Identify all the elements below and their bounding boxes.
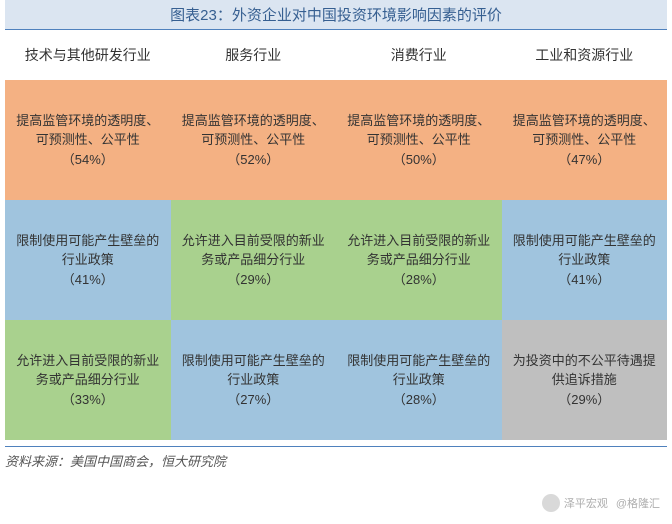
table-cell: 允许进入目前受限的新业务或产品细分行业（33%） bbox=[5, 320, 171, 440]
table-cell: 允许进入目前受限的新业务或产品细分行业（29%） bbox=[171, 200, 337, 320]
evaluation-table: 技术与其他研发行业 服务行业 消费行业 工业和资源行业 提高监管环境的透明度、可… bbox=[5, 30, 667, 440]
watermark: 泽平宏观 @格隆汇 bbox=[542, 494, 660, 512]
column-header: 服务行业 bbox=[171, 30, 337, 80]
table-header-row: 技术与其他研发行业 服务行业 消费行业 工业和资源行业 bbox=[5, 30, 667, 80]
column-header: 工业和资源行业 bbox=[502, 30, 668, 80]
watermark-text: @格隆汇 bbox=[616, 495, 660, 511]
table-cell: 提高监管环境的透明度、可预测性、公平性（47%） bbox=[502, 80, 668, 200]
table-cell: 限制使用可能产生壁垒的行业政策（41%） bbox=[5, 200, 171, 320]
table-cell: 限制使用可能产生壁垒的行业政策（41%） bbox=[502, 200, 668, 320]
table-row: 允许进入目前受限的新业务或产品细分行业（33%） 限制使用可能产生壁垒的行业政策… bbox=[5, 320, 667, 440]
table-cell: 为投资中的不公平待遇提供追诉措施（29%） bbox=[502, 320, 668, 440]
table-cell: 提高监管环境的透明度、可预测性、公平性（50%） bbox=[336, 80, 502, 200]
column-header: 消费行业 bbox=[336, 30, 502, 80]
table-cell: 限制使用可能产生壁垒的行业政策（28%） bbox=[336, 320, 502, 440]
table-cell: 允许进入目前受限的新业务或产品细分行业（28%） bbox=[336, 200, 502, 320]
chart-title: 图表23：外资企业对中国投资环境影响因素的评价 bbox=[5, 0, 667, 30]
column-header: 技术与其他研发行业 bbox=[5, 30, 171, 80]
table-row: 限制使用可能产生壁垒的行业政策（41%） 允许进入目前受限的新业务或产品细分行业… bbox=[5, 200, 667, 320]
wechat-icon bbox=[542, 494, 560, 512]
watermark-text: 泽平宏观 bbox=[564, 495, 608, 511]
table-cell: 提高监管环境的透明度、可预测性、公平性（52%） bbox=[171, 80, 337, 200]
table-cell: 限制使用可能产生壁垒的行业政策（27%） bbox=[171, 320, 337, 440]
table-cell: 提高监管环境的透明度、可预测性、公平性（54%） bbox=[5, 80, 171, 200]
source-footer: 资料来源：美国中国商会，恒大研究院 bbox=[5, 446, 667, 470]
table-row: 提高监管环境的透明度、可预测性、公平性（54%） 提高监管环境的透明度、可预测性… bbox=[5, 80, 667, 200]
